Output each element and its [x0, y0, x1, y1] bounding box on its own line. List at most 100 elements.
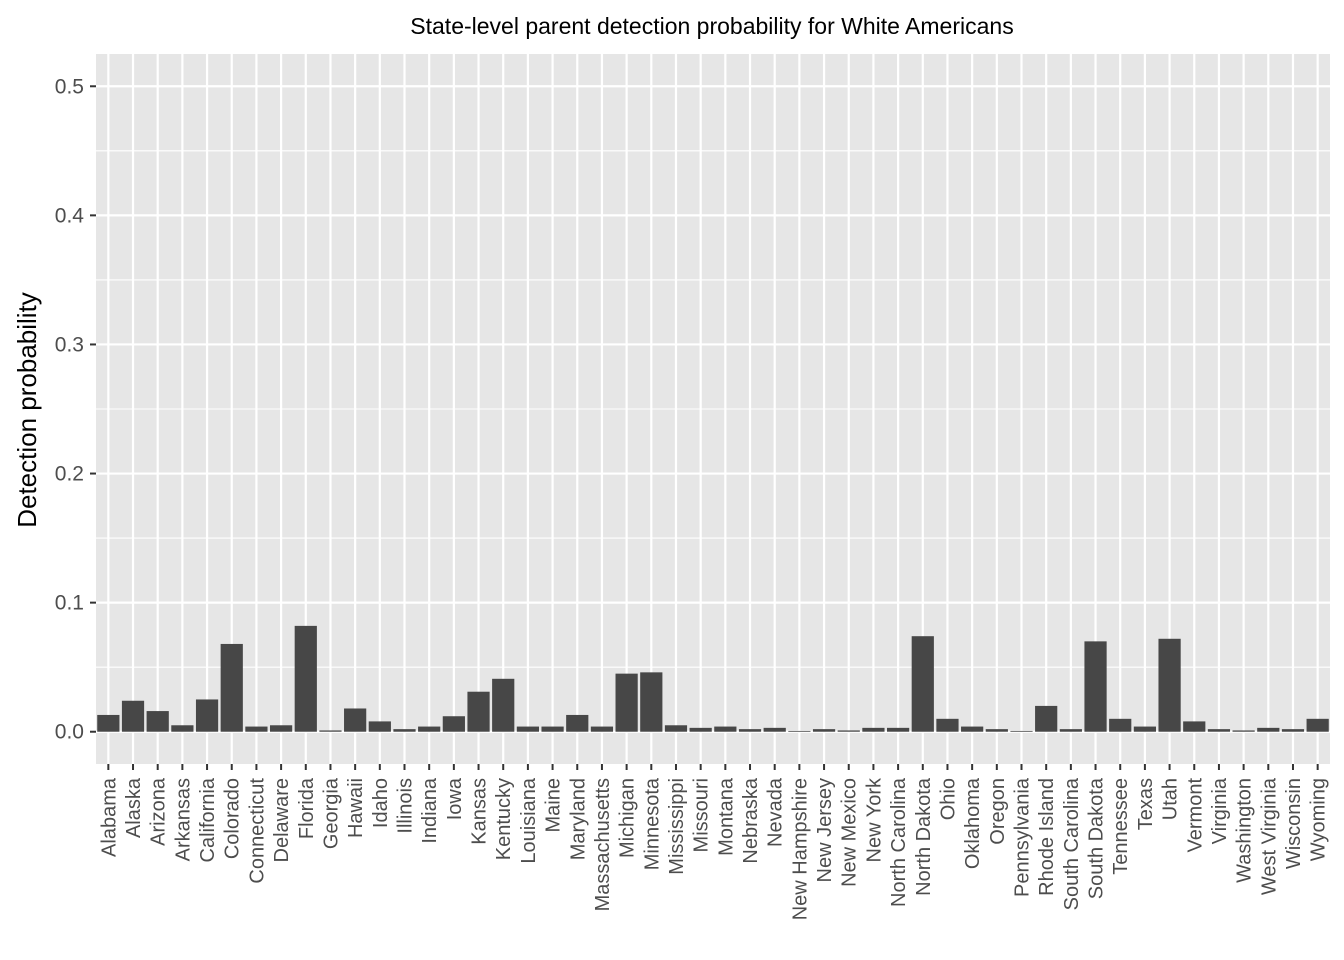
- bar: [344, 708, 367, 732]
- x-tick-label: Nebraska: [740, 777, 762, 863]
- bar: [171, 725, 194, 732]
- x-tick-label: Florida: [296, 777, 318, 839]
- bar: [220, 643, 243, 732]
- x-tick-label: South Carolina: [1061, 777, 1083, 910]
- x-tick-label: Arizona: [148, 777, 170, 846]
- chart-title: State-level parent detection probability…: [410, 13, 1013, 39]
- y-tick-label: 0.1: [55, 592, 84, 615]
- y-tick-label: 0.2: [55, 463, 84, 486]
- bar: [1257, 727, 1280, 732]
- bar: [961, 726, 984, 732]
- bar: [467, 691, 490, 732]
- bar: [664, 725, 688, 732]
- bar: [1109, 718, 1132, 732]
- x-axis: Alabama Alaska Arizona Arkansas California Co…: [98, 764, 1330, 920]
- bar: [763, 727, 786, 732]
- y-tick-label: 0.5: [55, 75, 84, 98]
- x-tick-label: Tennessee: [1110, 778, 1132, 875]
- x-tick-label: Massachusetts: [592, 778, 614, 911]
- x-tick-label: Utah: [1160, 778, 1182, 820]
- bar: [1281, 729, 1305, 732]
- bar: [97, 714, 120, 732]
- bar: [911, 636, 934, 732]
- y-axis-label: Detection probability: [12, 292, 42, 528]
- x-tick-label: New York: [863, 777, 885, 862]
- bar: [294, 625, 317, 732]
- x-tick-label: Ohio: [937, 778, 959, 820]
- x-tick-label: Idaho: [370, 778, 392, 828]
- bar: [788, 730, 811, 732]
- x-tick-label: Rhode Island: [1036, 778, 1058, 896]
- x-tick-label: Nevada: [765, 777, 787, 847]
- bar: [1035, 705, 1058, 732]
- bar: [1158, 638, 1181, 732]
- bar: [1133, 726, 1157, 732]
- bar: [985, 729, 1008, 732]
- bar: [862, 727, 885, 732]
- x-tick-label: Montana: [715, 777, 737, 856]
- x-tick-label: Louisiana: [518, 777, 540, 864]
- bar: [146, 711, 169, 732]
- x-tick-label: New Jersey: [814, 778, 836, 882]
- x-tick-label: Delaware: [271, 778, 293, 862]
- x-tick-label: Virginia: [1209, 777, 1231, 844]
- x-tick-label: Iowa: [444, 777, 466, 820]
- bar: [195, 699, 219, 732]
- bar: [812, 729, 836, 732]
- bar: [1306, 718, 1329, 732]
- bar: [319, 730, 342, 732]
- x-tick-label: Wisconsin: [1283, 778, 1305, 869]
- x-tick-label: New Hampshire: [789, 778, 811, 920]
- x-tick-label: Indiana: [419, 777, 441, 843]
- bar: [442, 716, 465, 732]
- x-tick-label: Oklahoma: [962, 777, 984, 869]
- x-tick-label: Arkansas: [172, 778, 194, 861]
- bar: [1010, 730, 1033, 732]
- x-tick-label: Georgia: [320, 777, 342, 849]
- x-tick-label: South Dakota: [1086, 777, 1108, 899]
- bars: [97, 625, 1329, 732]
- bar: [640, 672, 663, 732]
- bar: [886, 727, 910, 732]
- bar: [245, 726, 268, 732]
- x-tick-label: Missouri: [691, 778, 713, 852]
- x-tick-label: Kentucky: [493, 778, 515, 860]
- bar: [492, 678, 515, 732]
- bar: [615, 673, 638, 732]
- x-tick-label: Alabama: [98, 777, 120, 857]
- bar: [837, 730, 860, 732]
- x-tick-label: Mississippi: [666, 778, 688, 875]
- x-tick-label: Washington: [1234, 778, 1256, 883]
- y-axis: 0.0 0.1 0.2 0.3 0.4 0.5: [55, 75, 96, 744]
- x-tick-label: Pennsylvania: [1012, 777, 1034, 897]
- bar: [1207, 729, 1231, 732]
- x-tick-label: Hawaii: [345, 778, 367, 838]
- bar: [541, 726, 564, 732]
- x-tick-label: Illinois: [395, 778, 417, 834]
- x-tick-label: Colorado: [222, 778, 244, 859]
- y-tick-label: 0.0: [55, 721, 84, 744]
- x-tick-label: Oregon: [987, 778, 1009, 845]
- bar: [1183, 721, 1206, 732]
- x-tick-label: Vermont: [1184, 778, 1206, 853]
- bar: [936, 718, 959, 732]
- x-tick-label: Minnesota: [641, 777, 663, 870]
- bar: [738, 729, 762, 732]
- bar: [1084, 641, 1107, 732]
- bar: [1232, 730, 1255, 732]
- x-tick-label: Alaska: [123, 777, 145, 838]
- x-tick-label: Maryland: [567, 778, 589, 860]
- bar: [368, 721, 391, 732]
- bar: [269, 725, 293, 732]
- bar: [689, 727, 712, 732]
- bar: [516, 726, 540, 732]
- x-tick-label: California: [197, 777, 219, 862]
- x-tick-label: New Mexico: [839, 778, 861, 887]
- bar: [714, 726, 737, 732]
- bar: [1059, 729, 1082, 732]
- x-tick-label: North Carolina: [888, 777, 910, 907]
- x-tick-label: Texas: [1135, 778, 1157, 830]
- x-tick-label: Maine: [543, 778, 565, 832]
- bar: [121, 700, 145, 732]
